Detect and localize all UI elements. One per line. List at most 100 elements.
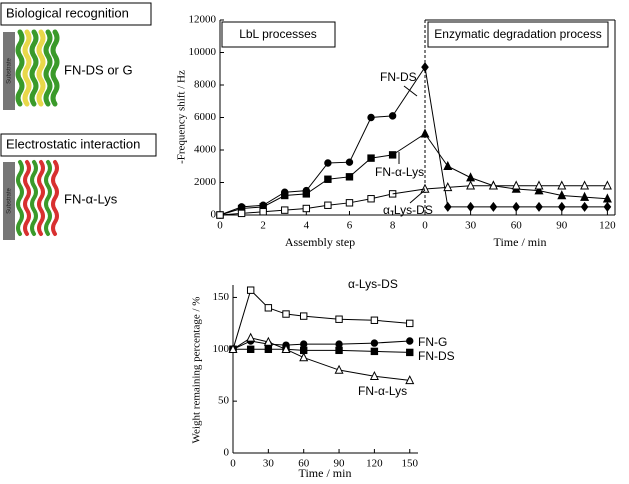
point <box>511 180 521 190</box>
point <box>534 185 544 195</box>
y-tick-label: 100 <box>213 343 230 355</box>
point <box>237 209 246 218</box>
point <box>282 310 290 318</box>
x-axis-label: Time / min <box>299 466 352 480</box>
point <box>466 201 475 212</box>
point <box>580 191 590 201</box>
point <box>370 347 379 356</box>
point <box>216 211 224 219</box>
x-tick-label: 0 <box>230 458 236 470</box>
x-tick-label: 60 <box>511 220 523 232</box>
point <box>367 113 375 122</box>
y-tick-label: 0 <box>211 209 217 221</box>
point <box>335 346 343 355</box>
point <box>367 154 375 162</box>
substrate-label: Substrate <box>7 187 13 213</box>
y-tick-label: 10000 <box>189 46 217 58</box>
point <box>335 340 343 348</box>
x-tick-label: 90 <box>334 458 346 470</box>
series-label: FN-α-Lys <box>375 165 424 179</box>
point <box>602 193 612 203</box>
point <box>345 173 354 181</box>
y-tick-label: 12000 <box>189 14 217 26</box>
point <box>602 180 612 190</box>
film-bottom <box>16 160 59 236</box>
series-line <box>219 115 393 216</box>
point <box>264 345 273 353</box>
point <box>324 175 332 183</box>
point <box>557 190 567 200</box>
point <box>489 201 498 212</box>
point <box>246 332 256 342</box>
x-axis-label: Assembly step <box>285 235 355 249</box>
point <box>334 364 344 374</box>
x-tick-label: 0 <box>217 220 223 232</box>
point <box>603 201 612 212</box>
x-tick-label: 8 <box>390 220 396 232</box>
point <box>302 190 311 198</box>
point <box>281 343 291 353</box>
point <box>406 337 414 345</box>
y-tick-label: 6000 <box>194 111 217 123</box>
point <box>299 352 309 362</box>
point <box>580 201 589 212</box>
series-line <box>233 348 410 353</box>
x-tick-label: 60 <box>298 458 310 470</box>
series-label: FN-DS <box>380 70 417 84</box>
point <box>370 316 379 324</box>
point <box>488 180 498 190</box>
point <box>443 182 453 192</box>
point <box>300 312 308 320</box>
series-label: FN-DS <box>418 349 455 363</box>
label-box <box>0 133 157 157</box>
point <box>406 319 414 328</box>
y-tick-label: 4000 <box>194 144 217 156</box>
point <box>512 201 521 212</box>
point <box>335 315 343 323</box>
series-label: α-Lys-DS <box>348 277 398 291</box>
point <box>443 160 453 170</box>
series-label: FN-α-Lys <box>358 384 407 398</box>
label-box <box>0 2 152 26</box>
point <box>228 343 238 353</box>
point <box>557 201 566 212</box>
x-tick-label: 120 <box>366 458 383 470</box>
annotation-box <box>427 21 609 48</box>
schematic-label: Biological recognition <box>6 5 129 20</box>
point <box>345 158 354 166</box>
x-tick-label: 4 <box>304 220 310 232</box>
point <box>367 195 375 203</box>
point <box>281 191 289 200</box>
substrate-label: Substrate <box>7 57 13 83</box>
point <box>466 180 476 190</box>
film-label: FN-DS or G <box>64 62 133 77</box>
point <box>557 180 567 190</box>
x-tick-label: 90 <box>556 220 568 232</box>
point <box>370 339 379 347</box>
point <box>345 199 354 207</box>
film-label: FN-α-Lys <box>64 191 118 206</box>
point <box>324 201 332 209</box>
series-label: FN-G <box>418 335 447 349</box>
x-axis-label: Time / min <box>494 235 547 249</box>
annotation: LbL processes <box>239 27 317 41</box>
point <box>246 286 255 294</box>
point <box>264 304 273 312</box>
point <box>443 201 452 212</box>
y-axis-label: -Frequency shift / Hz <box>176 70 188 164</box>
x-tick-label: 30 <box>465 220 477 232</box>
connector <box>392 133 426 156</box>
substrate <box>3 162 15 240</box>
point <box>300 340 308 348</box>
y-axis-label: Weight remaining percentage / % <box>191 297 203 444</box>
point <box>535 201 543 212</box>
schematic-label: Electrostatic interaction <box>6 136 140 151</box>
x-tick-label: 2 <box>260 220 266 232</box>
connector <box>392 66 426 117</box>
film-top <box>15 29 60 107</box>
connector <box>392 188 426 195</box>
point <box>302 204 311 213</box>
annotation: Enzymatic degradation process <box>434 27 601 41</box>
point <box>246 345 255 353</box>
